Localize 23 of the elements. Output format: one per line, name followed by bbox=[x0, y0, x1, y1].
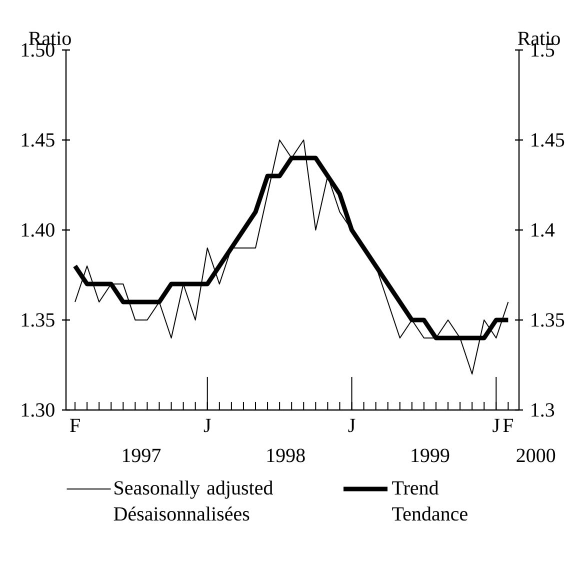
y2-tick-label: 1.5 bbox=[532, 43, 554, 57]
y2-tick-label: 1.35 bbox=[532, 313, 564, 327]
y2-tick-label: 1.45 bbox=[532, 133, 564, 147]
x-tick-label: F bbox=[503, 418, 514, 432]
y-tick-label: 1.35 bbox=[22, 313, 54, 327]
y2-axis-title: Ratio bbox=[518, 32, 560, 46]
y-tick-label: 1.40 bbox=[22, 223, 54, 237]
y2-tick-label: 1.4 bbox=[532, 223, 555, 237]
text: 2000 bbox=[516, 448, 556, 462]
x-tick-label: J bbox=[492, 418, 500, 432]
text: 1999 bbox=[412, 448, 450, 462]
y-axis-title: Ratio bbox=[28, 32, 71, 46]
y2-tick-label: 1.3 bbox=[532, 403, 554, 417]
y-tick-label: 1.45 bbox=[22, 133, 54, 147]
x-tick-label: J bbox=[348, 418, 356, 432]
y-tick-label: 1.50 bbox=[22, 43, 54, 57]
text: 1997 bbox=[122, 448, 161, 462]
legend-label: Trend Tendance bbox=[392, 480, 468, 521]
y-tick-label: 1.30 bbox=[22, 403, 54, 417]
text: 1998 bbox=[267, 448, 305, 462]
legend-label: Seasonally adjusted Désaisonnalisées bbox=[114, 480, 273, 521]
x-tick-label: J bbox=[204, 418, 211, 432]
x-tick-label: F bbox=[70, 418, 80, 432]
